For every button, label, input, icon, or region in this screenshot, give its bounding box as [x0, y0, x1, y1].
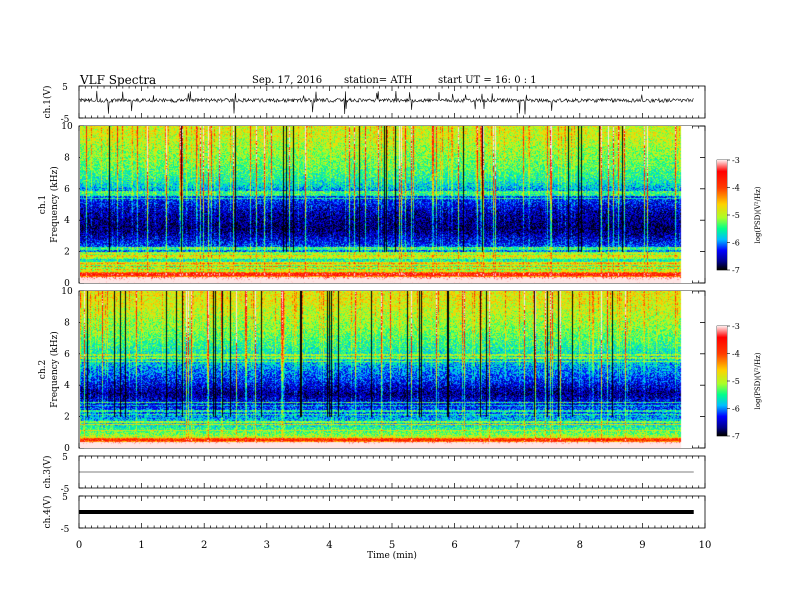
ch1-spectrogram-ytick-10: 10 [61, 122, 73, 132]
xtick-label-10: 10 [699, 540, 712, 551]
ch1-colorbar-tick-label--6: -6 [732, 239, 740, 248]
ch2-colorbar [717, 326, 727, 436]
ch4-waveform-ytick-top: 5 [62, 493, 68, 503]
ch1-colorbar-tick-label--5: -5 [732, 211, 740, 220]
ch1-spectrogram-ytick-4: 4 [64, 216, 70, 226]
xtick-label-7: 7 [514, 540, 520, 551]
station-label: station= ATH [344, 75, 413, 86]
xtick-label-2: 2 [201, 540, 207, 551]
ch2-colorbar-tick-label--6: -6 [732, 405, 740, 414]
ch2-spectrogram-ylabel: Frequency (kHz) [49, 331, 60, 408]
ch2-spectrogram-ytick-4: 4 [64, 381, 70, 391]
ch1-spectrogram-ytick-8: 8 [64, 153, 70, 163]
ch2-colorbar-tick-label--5: -5 [732, 377, 740, 386]
ch2-spectrogram-ytick-8: 8 [64, 318, 70, 328]
ch1-spectrogram-ytick-2: 2 [64, 248, 70, 258]
ch2-colorbar-tick-label--4: -4 [732, 350, 740, 359]
ch1-colorbar-tick-label--7: -7 [732, 266, 740, 275]
ch3-waveform-ylabel: ch.3(V) [42, 456, 53, 489]
xtick-label-9: 9 [639, 540, 645, 551]
ch2-spectrogram-ytick-2: 2 [64, 413, 70, 423]
ch1-waveform-ytick-bottom: -5 [61, 115, 70, 125]
xtick-label-3: 3 [264, 540, 270, 551]
ch2-spectrogram-image [80, 291, 692, 448]
ch3-waveform-ytick-top: 5 [62, 453, 68, 463]
x-axis-label: Time (min) [367, 550, 417, 561]
xtick-label-1: 1 [138, 540, 144, 551]
ch1-colorbar-tick-label--3: -3 [732, 156, 740, 165]
chart-title: VLF Spectra [80, 73, 157, 87]
ch2-spectrogram-ytick-6: 6 [64, 350, 70, 360]
ch1-spectrogram-ytick-6: 6 [64, 185, 70, 195]
date-label: Sep. 17, 2016 [252, 75, 323, 86]
xtick-label-8: 8 [577, 540, 583, 551]
ch2-colorbar-label: log(PSD)(V²/Hz) [754, 352, 762, 409]
ch1-waveform-ylabel: ch.1(V) [42, 86, 53, 119]
ch1-spectrogram-channel-label: ch.1 [38, 195, 48, 214]
ch1-spectrogram-ylabel: Frequency (kHz) [49, 166, 60, 243]
ch2-spectrogram-channel-label: ch.2 [38, 360, 48, 379]
xtick-label-0: 0 [76, 540, 82, 551]
xtick-label-4: 4 [326, 540, 332, 551]
ch1-colorbar [717, 160, 727, 270]
ch2-colorbar-tick-label--3: -3 [732, 322, 740, 331]
ch1-waveform-ytick-top: 5 [62, 83, 68, 93]
ch2-spectrogram-ytick-10: 10 [61, 287, 73, 297]
ch4-waveform-ytick-bottom: -5 [61, 525, 70, 535]
xtick-label-5: 5 [389, 540, 395, 551]
ch1-spectrogram-image [80, 126, 692, 283]
ch2-spectrogram-ytick-0: 0 [64, 444, 70, 454]
ch3-waveform-ytick-bottom: -5 [61, 485, 70, 495]
ch1-colorbar-tick-label--4: -4 [732, 184, 740, 193]
ch1-spectrogram-ytick-0: 0 [64, 279, 70, 289]
xtick-label-6: 6 [451, 540, 457, 551]
ch1-waveform-line [78, 90, 694, 115]
ch4-waveform-ylabel: ch.4(V) [42, 496, 53, 529]
ch2-colorbar-tick-label--7: -7 [732, 432, 740, 441]
ch1-colorbar-label: log(PSD)(V²/Hz) [754, 186, 762, 243]
start-time-label: start UT = 16: 0 : 1 [438, 75, 537, 86]
